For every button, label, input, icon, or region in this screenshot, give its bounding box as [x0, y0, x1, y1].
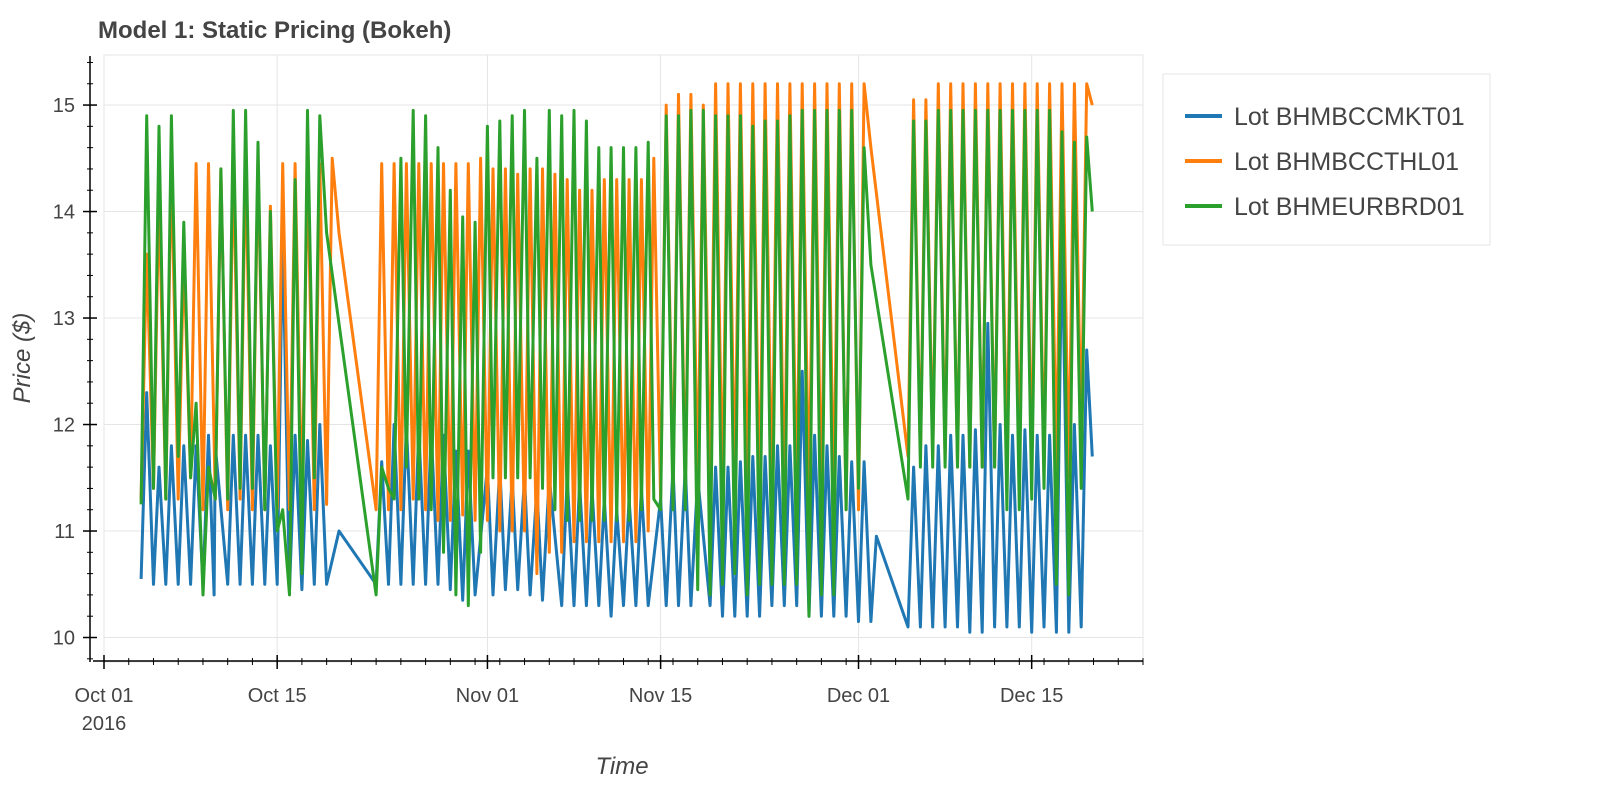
legend-label[interactable]: Lot BHMBCCMKT01 [1234, 103, 1465, 131]
x-tick-label: Oct 15 [248, 685, 307, 707]
y-tick-label: 10 [53, 628, 75, 650]
x-tick-sublabel: 2016 [82, 713, 127, 735]
y-tick-label: 11 [54, 521, 75, 543]
y-tick-label: 15 [53, 95, 75, 117]
series-line-3[interactable] [139, 108, 1094, 618]
x-tick-label: Oct 01 [75, 685, 134, 707]
x-tick-label: Dec 15 [1000, 685, 1063, 707]
chart-title: Model 1: Static Pricing (Bokeh) [98, 17, 451, 44]
legend-label[interactable]: Lot BHMEURBRD01 [1234, 193, 1465, 221]
axes: 10 11 12 13 14 15 Oct 01 2016 Oct 15 Nov 01 Nov 15… [53, 56, 1144, 735]
y-tick-label: 12 [53, 415, 75, 437]
legend-label[interactable]: Lot BHMBCCTHL01 [1234, 148, 1459, 176]
x-tick-label: Dec 01 [827, 685, 890, 707]
y-axis-label: Price ($) [9, 313, 36, 404]
y-tick-label: 14 [53, 202, 75, 224]
x-tick-label: Nov 15 [629, 685, 692, 707]
x-tick-label: Nov 01 [456, 685, 519, 707]
plot-area[interactable] [139, 82, 1094, 634]
x-axis-label: Time [595, 753, 648, 780]
y-tick-label: 13 [53, 308, 75, 330]
legend[interactable]: Lot BHMBCCMKT01 Lot BHMBCCTHL01 Lot BHMEUR… [1162, 73, 1491, 246]
